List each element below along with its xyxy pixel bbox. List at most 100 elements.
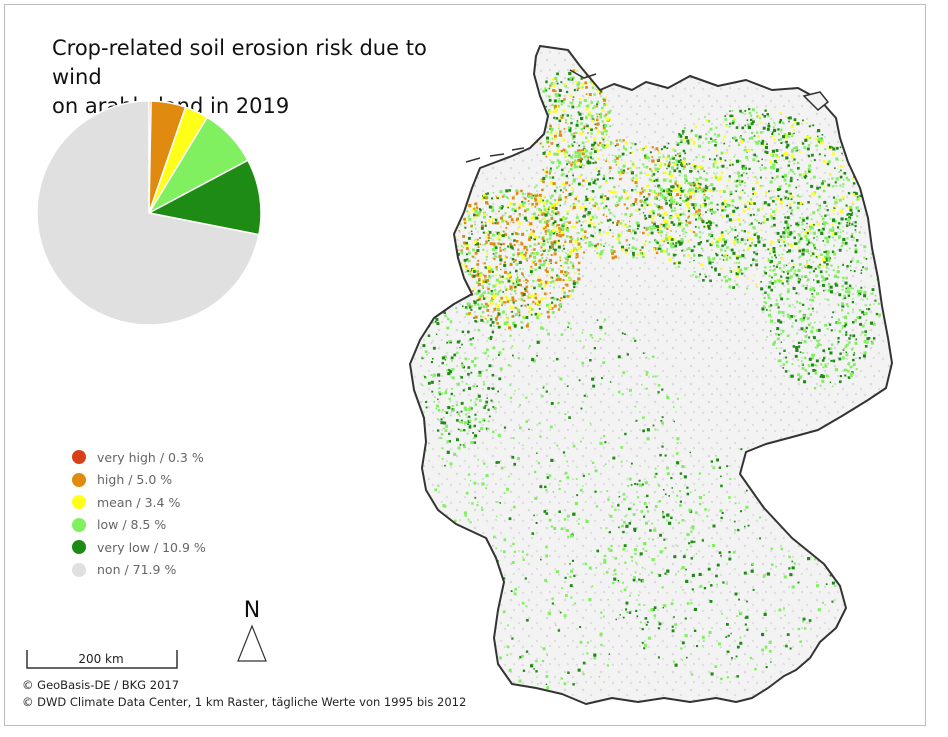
risk-cell <box>642 429 645 433</box>
risk-cell <box>548 306 552 310</box>
risk-cell <box>586 395 589 398</box>
risk-cell <box>695 213 697 215</box>
risk-cell <box>784 152 788 155</box>
risk-cell <box>769 166 773 169</box>
risk-cell <box>482 305 486 309</box>
risk-cell <box>640 510 644 513</box>
risk-cell <box>782 231 786 235</box>
risk-cell <box>447 244 451 248</box>
risk-cell <box>543 205 546 208</box>
risk-cell <box>534 302 538 305</box>
risk-cell <box>852 321 855 324</box>
risk-cell <box>560 677 563 680</box>
risk-cell <box>515 240 519 243</box>
risk-cell <box>596 118 599 122</box>
risk-cell <box>473 603 476 606</box>
risk-cell <box>827 250 829 252</box>
risk-cell <box>754 244 758 247</box>
risk-cell <box>487 420 490 423</box>
risk-cell <box>569 101 571 104</box>
risk-cell <box>841 285 844 288</box>
risk-cell <box>477 259 480 262</box>
risk-cell <box>562 217 565 220</box>
risk-cell <box>450 610 453 614</box>
risk-cell <box>571 161 574 163</box>
risk-cell <box>468 386 472 390</box>
risk-cell <box>580 174 583 176</box>
risk-cell <box>538 307 541 310</box>
risk-cell <box>667 154 670 158</box>
risk-cell <box>762 126 766 130</box>
risk-cell <box>670 198 673 201</box>
risk-cell <box>506 645 510 649</box>
risk-cell <box>508 189 511 192</box>
risk-cell <box>546 211 550 214</box>
risk-cell <box>651 209 655 213</box>
risk-cell <box>455 307 458 310</box>
risk-cell <box>484 196 488 200</box>
risk-cell <box>739 160 742 163</box>
risk-cell <box>576 237 579 240</box>
risk-cell <box>699 584 703 588</box>
risk-cell <box>576 83 580 87</box>
risk-cell <box>561 233 565 237</box>
risk-cell <box>646 184 649 187</box>
risk-cell <box>554 93 558 96</box>
risk-cell <box>686 548 688 551</box>
risk-cell <box>487 203 489 205</box>
risk-cell <box>504 295 507 298</box>
risk-cell <box>508 326 512 330</box>
risk-cell <box>511 258 515 261</box>
risk-cell <box>617 204 619 207</box>
risk-cell <box>539 179 542 182</box>
risk-cell <box>806 122 808 124</box>
risk-cell <box>566 151 569 154</box>
risk-cell <box>563 614 567 617</box>
risk-cell <box>775 197 779 201</box>
risk-cell <box>698 254 701 257</box>
risk-cell <box>545 105 547 108</box>
risk-cell <box>845 276 848 280</box>
risk-cell <box>806 317 810 321</box>
risk-cell <box>570 596 573 599</box>
risk-cell <box>535 660 538 663</box>
risk-cell <box>681 229 684 232</box>
risk-cell <box>811 539 814 543</box>
risk-cell <box>476 238 479 241</box>
risk-cell <box>874 294 877 297</box>
risk-cell <box>760 229 763 231</box>
risk-cell <box>563 291 566 294</box>
risk-cell <box>707 227 711 230</box>
risk-cell <box>830 359 833 362</box>
risk-cell <box>519 283 522 287</box>
risk-cell <box>553 220 557 224</box>
risk-cell <box>701 539 704 542</box>
risk-cell <box>779 359 782 362</box>
risk-cell <box>863 245 867 249</box>
risk-cell <box>714 269 717 272</box>
risk-cell <box>794 319 798 322</box>
risk-cell <box>441 267 445 270</box>
risk-cell <box>533 235 537 239</box>
risk-cell <box>580 122 583 125</box>
risk-cell <box>668 173 671 176</box>
risk-cell <box>755 252 758 256</box>
risk-cell <box>770 243 773 245</box>
risk-cell <box>775 347 778 349</box>
risk-cell <box>653 179 656 182</box>
risk-cell <box>589 151 593 155</box>
risk-cell <box>440 433 444 436</box>
risk-cell <box>512 505 516 509</box>
risk-cell <box>606 490 609 492</box>
risk-cell <box>654 375 657 378</box>
risk-cell <box>600 643 603 647</box>
risk-cell <box>486 304 489 307</box>
risk-cell <box>779 237 781 240</box>
risk-cell <box>852 193 856 196</box>
risk-cell <box>500 268 502 271</box>
risk-cell <box>422 344 426 348</box>
risk-cell <box>831 232 835 236</box>
risk-cell <box>661 421 664 425</box>
risk-cell <box>764 291 767 294</box>
risk-cell <box>820 231 824 235</box>
